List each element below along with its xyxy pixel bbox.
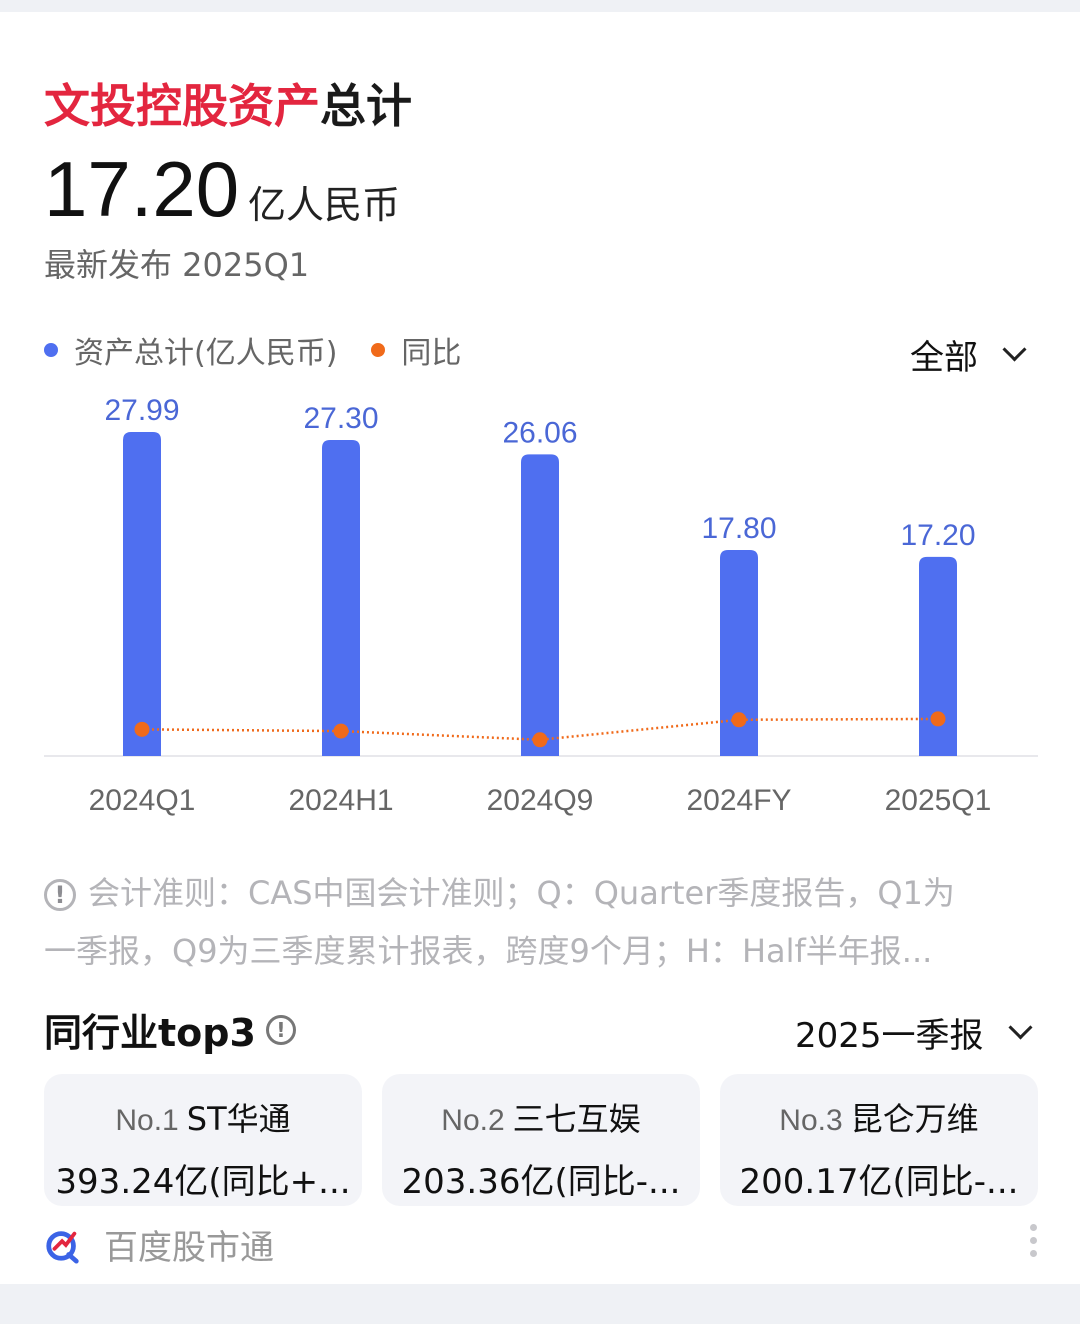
peer-card-3[interactable]: No.3 昆仑万维 200.17亿(同比-... (720, 1074, 1038, 1206)
asset-chart: 27.99 2024Q1 27.30 2024H1 26.06 2024Q9 17.80 20… (44, 394, 1038, 817)
bar-value-label: 17.20 (900, 519, 975, 552)
chart-legend: 资产总计(亿人民币) 同比 (44, 328, 461, 372)
info-icon[interactable]: ! (265, 1014, 296, 1045)
bar-2024H1[interactable] (322, 439, 360, 756)
bar-value-label: 27.30 (303, 402, 378, 435)
peer-card-1[interactable]: No.1 ST华通 393.24亿(同比+... (44, 1074, 362, 1206)
asset-total-card: 文投控股资产总计 17.20 亿人民币 最新发布 2025Q1 资产总计(亿人民… (0, 12, 1080, 1284)
period-filter-label: 全部 (910, 338, 978, 378)
peer-title-text: 同行业top3 (44, 1011, 256, 1055)
footer-brand[interactable]: 百度股市通 (44, 1220, 274, 1269)
legend-label-assets: 资产总计(亿人民币) (74, 336, 338, 371)
report-period-dropdown[interactable]: 2025一季报 (795, 1008, 1033, 1057)
peer-value: 393.24亿(同比+... (55, 1162, 351, 1202)
bar-2024Q1[interactable] (123, 432, 161, 756)
release-period: 最新发布 2025Q1 (44, 246, 310, 284)
bar-value-label: 26.06 (502, 416, 577, 449)
title-metric: 总计 (320, 79, 412, 133)
title-company: 文投控股资产 (44, 79, 320, 133)
more-options-icon[interactable] (1030, 1224, 1038, 1263)
x-tick-label: 2024H1 (288, 784, 393, 817)
bar-value-label: 17.80 (701, 512, 776, 545)
peer-rank: No.3 (779, 1104, 843, 1137)
legend-label-yoy: 同比 (401, 336, 462, 371)
yoy-point-2024Q1[interactable] (134, 721, 150, 737)
bar-2024FY[interactable] (720, 549, 758, 756)
peer-value: 203.36亿(同比-... (401, 1162, 681, 1202)
yoy-point-2024FY[interactable] (731, 712, 747, 728)
baidu-stock-logo-icon (46, 1230, 79, 1264)
yoy-point-2025Q1[interactable] (930, 711, 946, 727)
accounting-note[interactable]: ! 会计准则：CAS中国会计准则；Q：Quarter季度报告，Q1为 一季报，Q9… (44, 864, 1038, 980)
chevron-down-icon (1008, 1015, 1033, 1040)
peer-section-title: 同行业top3 ! (44, 1002, 296, 1057)
note-line-2: 一季报，Q9为三季度累计报表，跨度9个月；H：Half半年报... (44, 932, 933, 970)
x-tick-label: 2025Q1 (885, 784, 992, 817)
peer-name: 昆仑万维 (850, 1100, 979, 1138)
page-title: 文投控股资产总计 (44, 70, 412, 136)
period-filter-dropdown[interactable]: 全部 (910, 330, 1027, 379)
peer-name: 三七互娱 (512, 1100, 641, 1138)
total-value: 17.20 (44, 145, 240, 233)
chevron-down-icon (1002, 337, 1027, 362)
x-tick-label: 2024Q1 (89, 784, 196, 817)
peer-card-2[interactable]: No.2 三七互娱 203.36亿(同比-... (382, 1074, 700, 1206)
bar-2024Q9[interactable] (521, 454, 559, 756)
peer-rank: No.2 (441, 1104, 505, 1137)
info-icon: ! (44, 879, 76, 911)
total-unit: 亿人民币 (248, 183, 401, 227)
x-tick-label: 2024FY (686, 784, 791, 817)
legend-dot-assets (44, 343, 58, 357)
peer-value: 200.17亿(同比-... (739, 1162, 1019, 1202)
yoy-point-2024Q9[interactable] (532, 732, 548, 748)
yoy-point-2024H1[interactable] (333, 723, 349, 739)
x-tick-label: 2024Q9 (487, 784, 594, 817)
report-period-label: 2025一季报 (795, 1016, 984, 1056)
legend-dot-yoy (371, 343, 386, 357)
peer-name: ST华通 (186, 1100, 291, 1138)
note-line-1: 会计准则：CAS中国会计准则；Q：Quarter季度报告，Q1为 (88, 874, 955, 912)
peer-rank: No.1 (115, 1104, 179, 1137)
bar-value-label: 27.99 (104, 394, 179, 427)
brand-name: 百度股市通 (104, 1228, 274, 1268)
bar-2025Q1[interactable] (919, 556, 957, 756)
